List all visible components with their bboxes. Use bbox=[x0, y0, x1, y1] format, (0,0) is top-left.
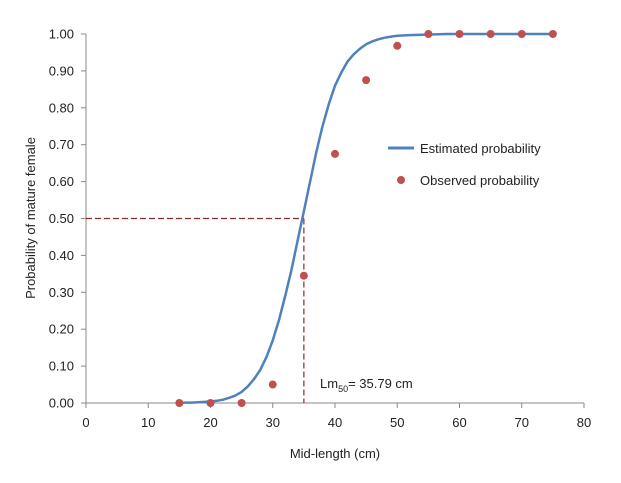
x-tick-label: 10 bbox=[141, 415, 155, 430]
x-tick-label: 0 bbox=[82, 415, 89, 430]
y-tick-label: 1.00 bbox=[49, 27, 74, 42]
y-tick-label: 0.30 bbox=[49, 285, 74, 300]
observed-probability-point bbox=[331, 149, 339, 158]
observed-probability-point bbox=[517, 30, 526, 38]
observed-probability-point bbox=[393, 41, 402, 50]
legend-label-estimated: Estimated probability bbox=[420, 141, 541, 156]
observed-probability-point bbox=[299, 271, 308, 280]
legend-label-observed: Observed probability bbox=[420, 173, 540, 188]
y-tick-label: 0.50 bbox=[49, 211, 74, 226]
observed-probability-point bbox=[362, 76, 371, 85]
x-axis-title: Mid-length (cm) bbox=[290, 446, 380, 461]
ticks: 0 10 20 30 40 50 60 70 80 0.00 0.10 0.20 0.30 0.40 0.5… bbox=[49, 27, 592, 431]
y-tick-label: 0.10 bbox=[49, 359, 74, 374]
y-tick-label: 0.80 bbox=[49, 100, 74, 115]
observed-probability-point bbox=[206, 399, 215, 407]
observed-probability-point bbox=[424, 30, 433, 38]
lm50-prefix: Lm bbox=[320, 376, 338, 391]
legend-dot-swatch bbox=[397, 176, 405, 184]
observed-probability-point bbox=[486, 30, 495, 38]
y-tick-label: 0.20 bbox=[49, 322, 74, 337]
reference-lines bbox=[86, 217, 305, 403]
lm50-subscript: 50 bbox=[338, 384, 348, 394]
y-tick-label: 0.90 bbox=[49, 63, 74, 78]
estimated-probability-line bbox=[179, 32, 553, 405]
legend: Estimated probability Observed probabili… bbox=[388, 141, 541, 188]
observed-probability-point bbox=[548, 30, 557, 38]
series bbox=[175, 30, 557, 407]
observed-probability-point bbox=[455, 30, 464, 38]
x-tick-label: 40 bbox=[328, 415, 342, 430]
observed-probability-point bbox=[175, 399, 184, 407]
observed-probability-point bbox=[237, 399, 246, 407]
x-tick-label: 50 bbox=[390, 415, 404, 430]
y-tick-label: 0.70 bbox=[49, 137, 74, 152]
lm50-suffix: = 35.79 cm bbox=[348, 376, 413, 391]
annotation: Lm50= 35.79 cm bbox=[320, 376, 413, 394]
x-tick-label: 80 bbox=[577, 415, 591, 430]
observed-probability-point bbox=[268, 380, 277, 389]
y-tick-label: 0.40 bbox=[49, 248, 74, 263]
x-tick-label: 70 bbox=[515, 415, 529, 430]
lm50-annotation: Lm50= 35.79 cm bbox=[320, 376, 413, 394]
y-tick-label: 0.60 bbox=[49, 174, 74, 189]
y-tick-label: 0.00 bbox=[49, 396, 74, 411]
x-tick-label: 30 bbox=[266, 415, 280, 430]
x-tick-label: 60 bbox=[452, 415, 466, 430]
x-tick-label: 20 bbox=[203, 415, 217, 430]
y-axis-title: Probability of mature female bbox=[23, 137, 38, 299]
